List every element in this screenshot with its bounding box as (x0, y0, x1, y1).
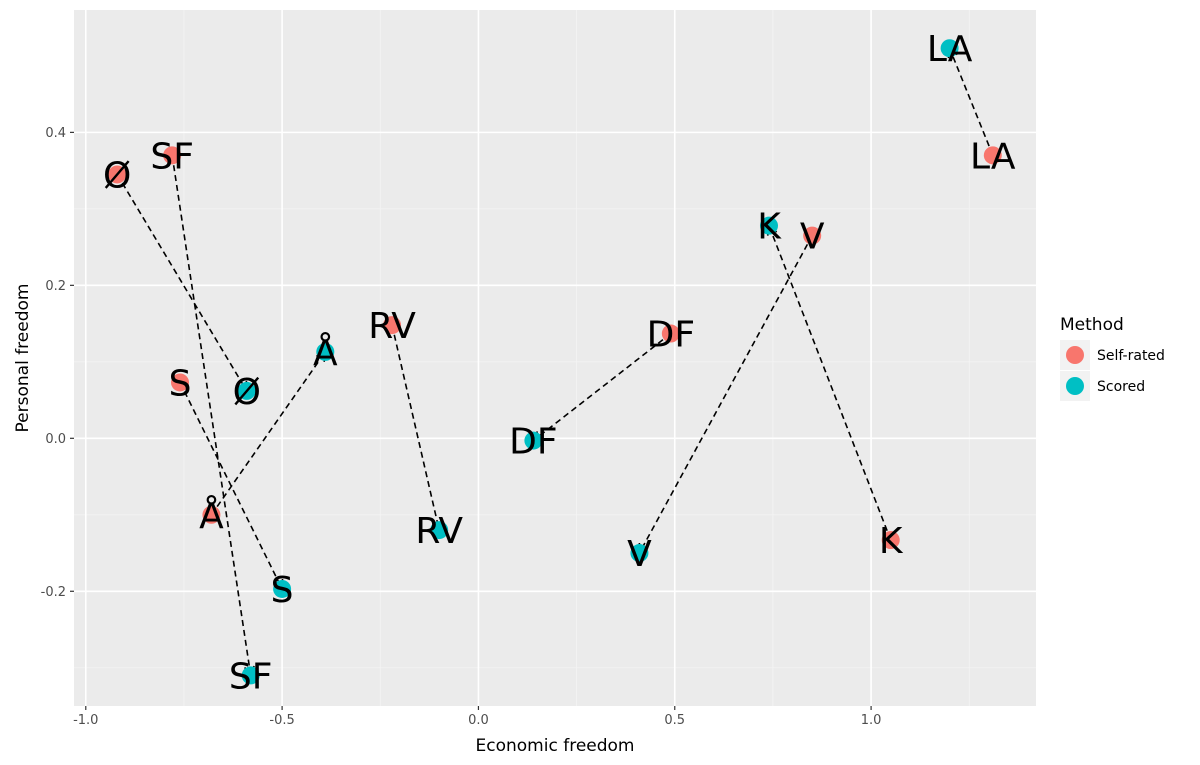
label-self-rated-aa: Å (199, 494, 224, 537)
label-scored-df: DF (509, 422, 557, 463)
label-self-rated-rv: RV (368, 306, 416, 347)
legend-label-scored: Scored (1097, 379, 1145, 395)
x-tick-label: -0.5 (269, 713, 294, 728)
arrows-layer (116, 46, 994, 678)
x-axis-title: Economic freedom (476, 736, 635, 756)
point-scored-aa (316, 342, 335, 361)
point-scored-oe (237, 381, 256, 400)
legend-title: Method (1060, 315, 1124, 335)
label-scored-sf: SF (229, 656, 273, 697)
legend-label-self-rated: Self-rated (1097, 348, 1165, 364)
label-scored-aa: Å (313, 331, 338, 374)
point-self-rated-k (881, 531, 900, 550)
label-self-rated-sf: SF (150, 136, 194, 177)
x-axis: -1.0 -0.5 0.0 0.5 1.0 (73, 706, 881, 728)
y-tick-label: 0.4 (45, 126, 66, 141)
legend-dot-self-rated (1066, 346, 1084, 364)
x-tick-label: 0.0 (468, 713, 489, 728)
point-scored-df (524, 431, 543, 450)
arrow-aa (210, 351, 326, 516)
label-self-rated-k: K (879, 521, 904, 562)
y-axis: -0.2 0.0 0.2 0.4 (41, 126, 74, 600)
point-scored-rv (430, 521, 449, 540)
x-tick-label: 0.5 (664, 713, 685, 728)
point-scored-v (630, 544, 649, 563)
label-scored-v: V (627, 534, 652, 575)
point-self-rated-df (661, 324, 680, 343)
x-tick-label: -1.0 (73, 713, 98, 728)
legend-dot-scored (1066, 377, 1084, 395)
label-scored-s: S (271, 570, 294, 611)
point-self-rated-aa (202, 505, 221, 524)
x-tick-label: 1.0 (861, 713, 882, 728)
grid-lines (74, 10, 1036, 706)
label-self-rated-s: S (169, 363, 192, 404)
y-tick-label: 0.2 (45, 279, 66, 294)
point-self-rated-oe (108, 165, 127, 184)
label-scored-k: K (757, 207, 782, 248)
point-self-rated-s (171, 373, 190, 392)
y-tick-label: -0.2 (41, 585, 66, 600)
arrow-oe (116, 174, 248, 392)
y-axis-title: Personal freedom (13, 284, 33, 433)
points-layer (108, 39, 1002, 685)
point-self-rated-la (983, 146, 1002, 165)
arrow-sf (171, 155, 252, 676)
label-self-rated-la: LA (970, 136, 1016, 177)
arrow-df (532, 332, 672, 442)
label-scored-la: LA (927, 29, 973, 70)
plot-panel (74, 10, 1036, 706)
point-scored-la (940, 39, 959, 58)
legend: Method Self-rated Scored (1060, 315, 1165, 401)
point-self-rated-sf (163, 146, 182, 165)
arrow-rv (391, 324, 440, 531)
label-self-rated-oe: Ø (103, 155, 131, 196)
label-scored-rv: RV (415, 511, 463, 552)
point-scored-s (273, 579, 292, 598)
label-self-rated-df: DF (647, 315, 695, 356)
y-tick-label: 0.0 (45, 432, 66, 447)
point-scored-k (759, 216, 778, 235)
point-self-rated-rv (383, 316, 402, 335)
label-self-rated-v: V (800, 217, 825, 258)
point-self-rated-v (803, 226, 822, 245)
arrow-v (638, 235, 813, 554)
arrow-k (768, 225, 892, 541)
label-scored-oe: Ø (233, 372, 261, 413)
point-scored-sf (241, 666, 260, 685)
